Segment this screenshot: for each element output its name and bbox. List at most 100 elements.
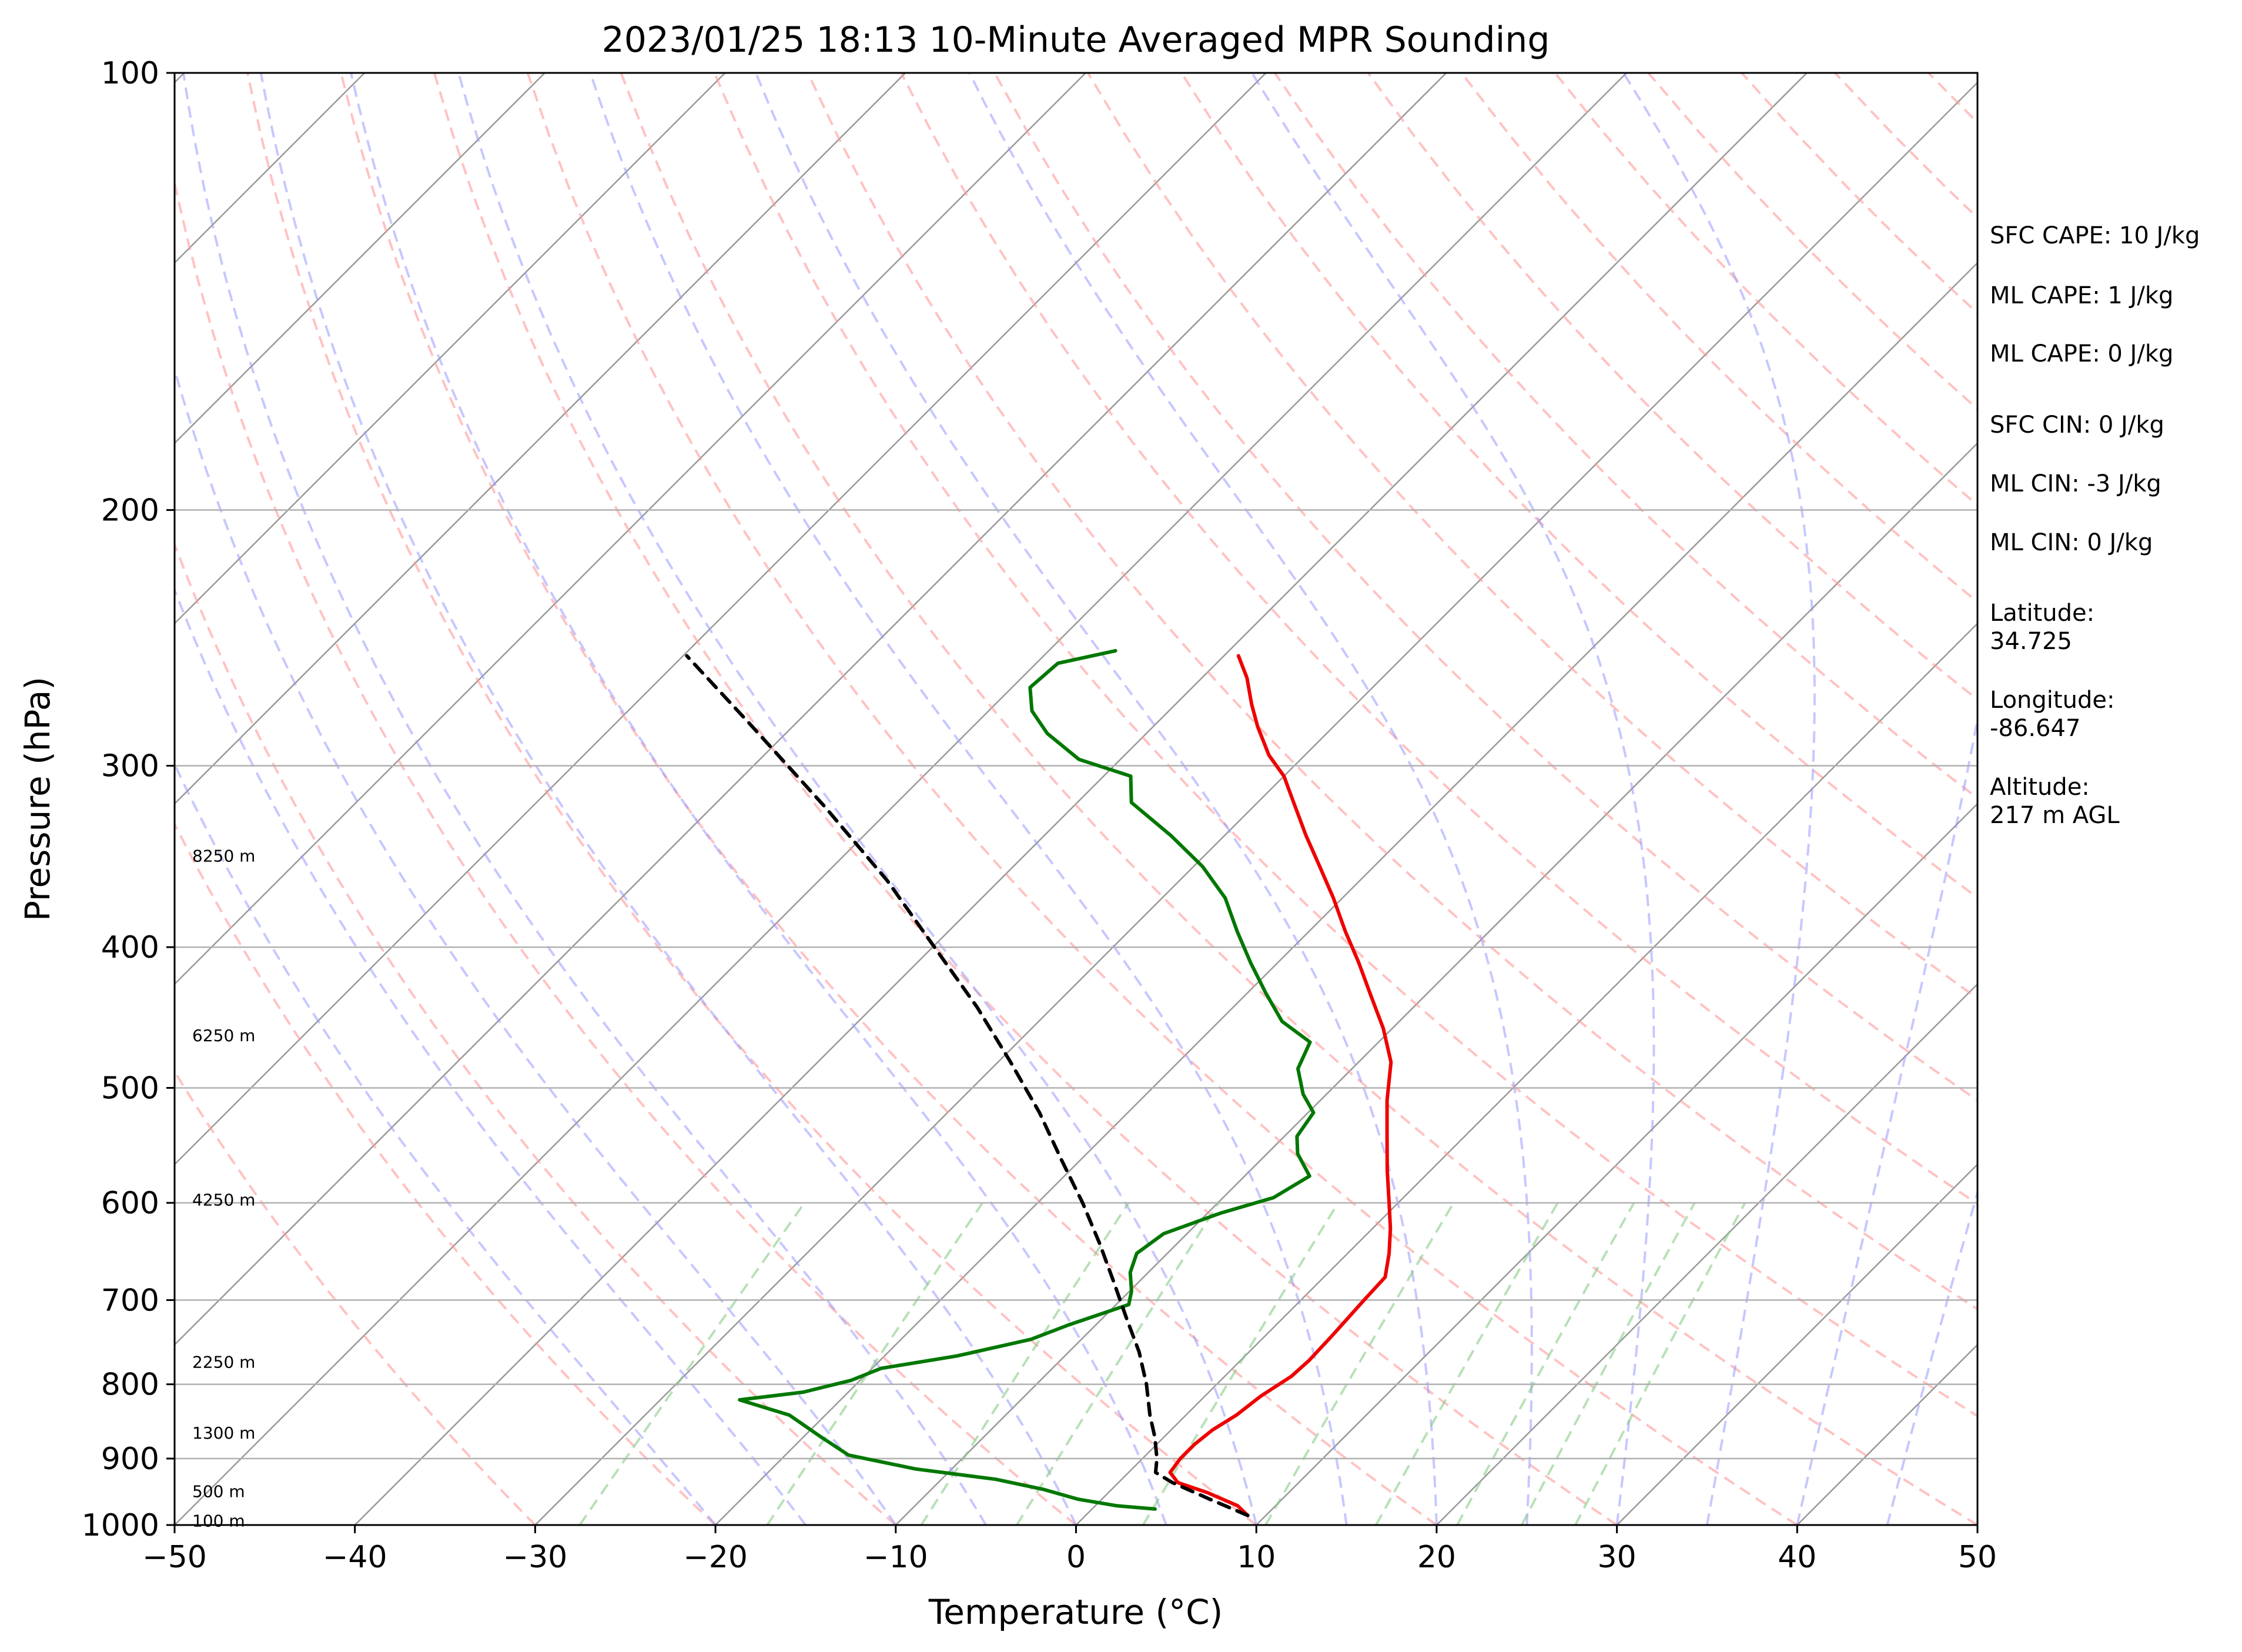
moist-adiabat-line <box>754 73 1438 1525</box>
moist-adiabat-line <box>1250 73 1655 1525</box>
longitude-label: Longitude: <box>1990 687 2114 714</box>
plot-frame <box>173 72 1979 1526</box>
x-tick-label: 20 <box>1417 1540 1456 1575</box>
dry-adiabat-line <box>246 73 1257 1525</box>
dry-adiabat-line <box>1273 73 1977 800</box>
height-label: 100 m <box>192 1511 245 1530</box>
ml-cin-text-2: ML CIN: 0 J/kg <box>1990 529 2153 556</box>
mixing-ratio-line <box>1574 1202 1746 1525</box>
latitude-label: Latitude: <box>1990 600 2094 627</box>
isotherm-line <box>175 73 546 444</box>
moist-adiabat-line <box>350 73 1167 1525</box>
dry-adiabat-line <box>175 821 717 1525</box>
mixing-ratio-line <box>578 1202 806 1525</box>
isotherm-line <box>1256 802 1977 1525</box>
isotherm-line <box>534 81 1977 1525</box>
x-tick-label: −10 <box>864 1540 928 1575</box>
isotherm-line <box>175 73 1627 1525</box>
isotherm-line <box>715 262 1977 1525</box>
dry-adiabat-line <box>620 73 1977 1525</box>
y-tick-label: 500 <box>101 1071 159 1106</box>
dry-adiabat-line <box>175 177 1077 1525</box>
isotherm-line <box>175 73 1086 985</box>
pressure-grid <box>175 72 1977 1526</box>
height-labels: 100 m 500 m 1300 m 2250 m 4250 m 6250 m 8250 m <box>192 847 255 1531</box>
isotherm-line <box>175 73 1267 1166</box>
isotherm-line <box>175 73 1447 1346</box>
temperature-profile <box>1168 654 1393 1517</box>
x-tick-label: −30 <box>503 1540 568 1575</box>
altitude-label: Altitude: <box>1990 774 2090 801</box>
y-tick-label: 200 <box>101 493 159 529</box>
isotherm-line <box>1616 1163 1977 1525</box>
height-label: 2250 m <box>192 1352 255 1372</box>
y-tick-label: 800 <box>101 1367 159 1403</box>
moist-adiabat-line <box>968 73 1533 1525</box>
ml-cape-text-1: ML CAPE: 1 J/kg <box>1990 282 2173 309</box>
height-label: 6250 m <box>192 1026 255 1045</box>
y-tick-label: 1000 <box>82 1508 159 1543</box>
dry-adiabat-line <box>175 1069 536 1525</box>
moist-adiabat-line <box>1622 73 1816 1525</box>
mixing-ratio-line <box>1016 1202 1220 1525</box>
x-tick-label: 40 <box>1778 1540 1816 1575</box>
ml-cin-text-1: ML CIN: -3 J/kg <box>1990 470 2161 497</box>
sfc-cin-text: SFC CIN: 0 J/kg <box>1990 412 2164 439</box>
y-tick-label: 400 <box>101 930 159 965</box>
dewpoint-profile <box>738 648 1316 1511</box>
isotherm-line <box>1075 622 1977 1525</box>
moist-adiabat-line <box>259 73 1078 1525</box>
moist-adiabat-line <box>175 365 897 1525</box>
moist-adiabat-line <box>182 73 987 1525</box>
dry-adiabat-line <box>526 73 1798 1525</box>
isotherm-line <box>895 442 1977 1525</box>
dry-adiabat-line <box>993 73 1977 1102</box>
x-axis-label: Temperature (°C) <box>928 1592 1223 1632</box>
dry-adiabat-line <box>807 73 1977 1311</box>
moist-adiabat-line <box>175 761 717 1525</box>
dry-adiabat-line <box>1180 73 1977 899</box>
y-tick-label: 100 <box>101 56 159 91</box>
ml-cape-text-2: ML CAPE: 0 J/kg <box>1990 340 2173 367</box>
y-tick-label: 300 <box>101 748 159 784</box>
x-tick-label: 0 <box>1066 1540 1086 1575</box>
y-axis-label: Pressure (hPa) <box>18 677 58 921</box>
profile-lines <box>685 648 1393 1517</box>
x-tick-label: −50 <box>142 1540 207 1575</box>
background-guide-lines <box>0 73 1977 1525</box>
info-panel: SFC CAPE: 10 J/kg ML CAPE: 1 J/kg ML CAP… <box>1990 222 2200 829</box>
sfc-cape-text: SFC CAPE: 10 J/kg <box>1990 222 2200 249</box>
x-tick-label: −40 <box>323 1540 387 1575</box>
height-label: 500 m <box>192 1482 245 1501</box>
x-tick-label: 10 <box>1237 1540 1276 1575</box>
isotherm-line <box>175 73 726 625</box>
moist-adiabat-line <box>1796 714 1977 1525</box>
moist-adiabat-line <box>457 73 1258 1525</box>
mixing-ratio-line <box>920 1202 1130 1525</box>
x-tick-label: 30 <box>1598 1540 1637 1575</box>
y-tick-label: 700 <box>101 1283 159 1318</box>
isotherm-line <box>354 73 1808 1525</box>
dry-adiabat-line <box>900 73 1977 1206</box>
isotherm-line <box>1436 983 1977 1525</box>
x-tick-label: 50 <box>1958 1540 1997 1575</box>
dry-adiabat-line <box>713 73 1977 1418</box>
dry-adiabat-line <box>340 73 1438 1525</box>
altitude-value: 217 m AGL <box>1990 802 2120 829</box>
height-label: 1300 m <box>192 1423 255 1443</box>
height-label: 8250 m <box>192 847 255 866</box>
longitude-value: -86.647 <box>1990 715 2080 742</box>
dry-adiabat-line <box>175 541 897 1525</box>
isotherm-line <box>175 73 906 805</box>
parcel-path <box>685 654 1250 1517</box>
y-tick-label: 600 <box>101 1186 159 1221</box>
isotherm-line <box>0 73 4 1525</box>
moist-adiabat-line <box>175 587 807 1525</box>
height-label: 4250 m <box>192 1190 255 1210</box>
latitude-value: 34.725 <box>1990 628 2072 655</box>
dry-adiabat-line <box>433 73 1618 1525</box>
chart-title: 2023/01/25 18:13 10-Minute Averaged MPR … <box>602 19 1550 61</box>
x-tick-label: −20 <box>683 1540 748 1575</box>
